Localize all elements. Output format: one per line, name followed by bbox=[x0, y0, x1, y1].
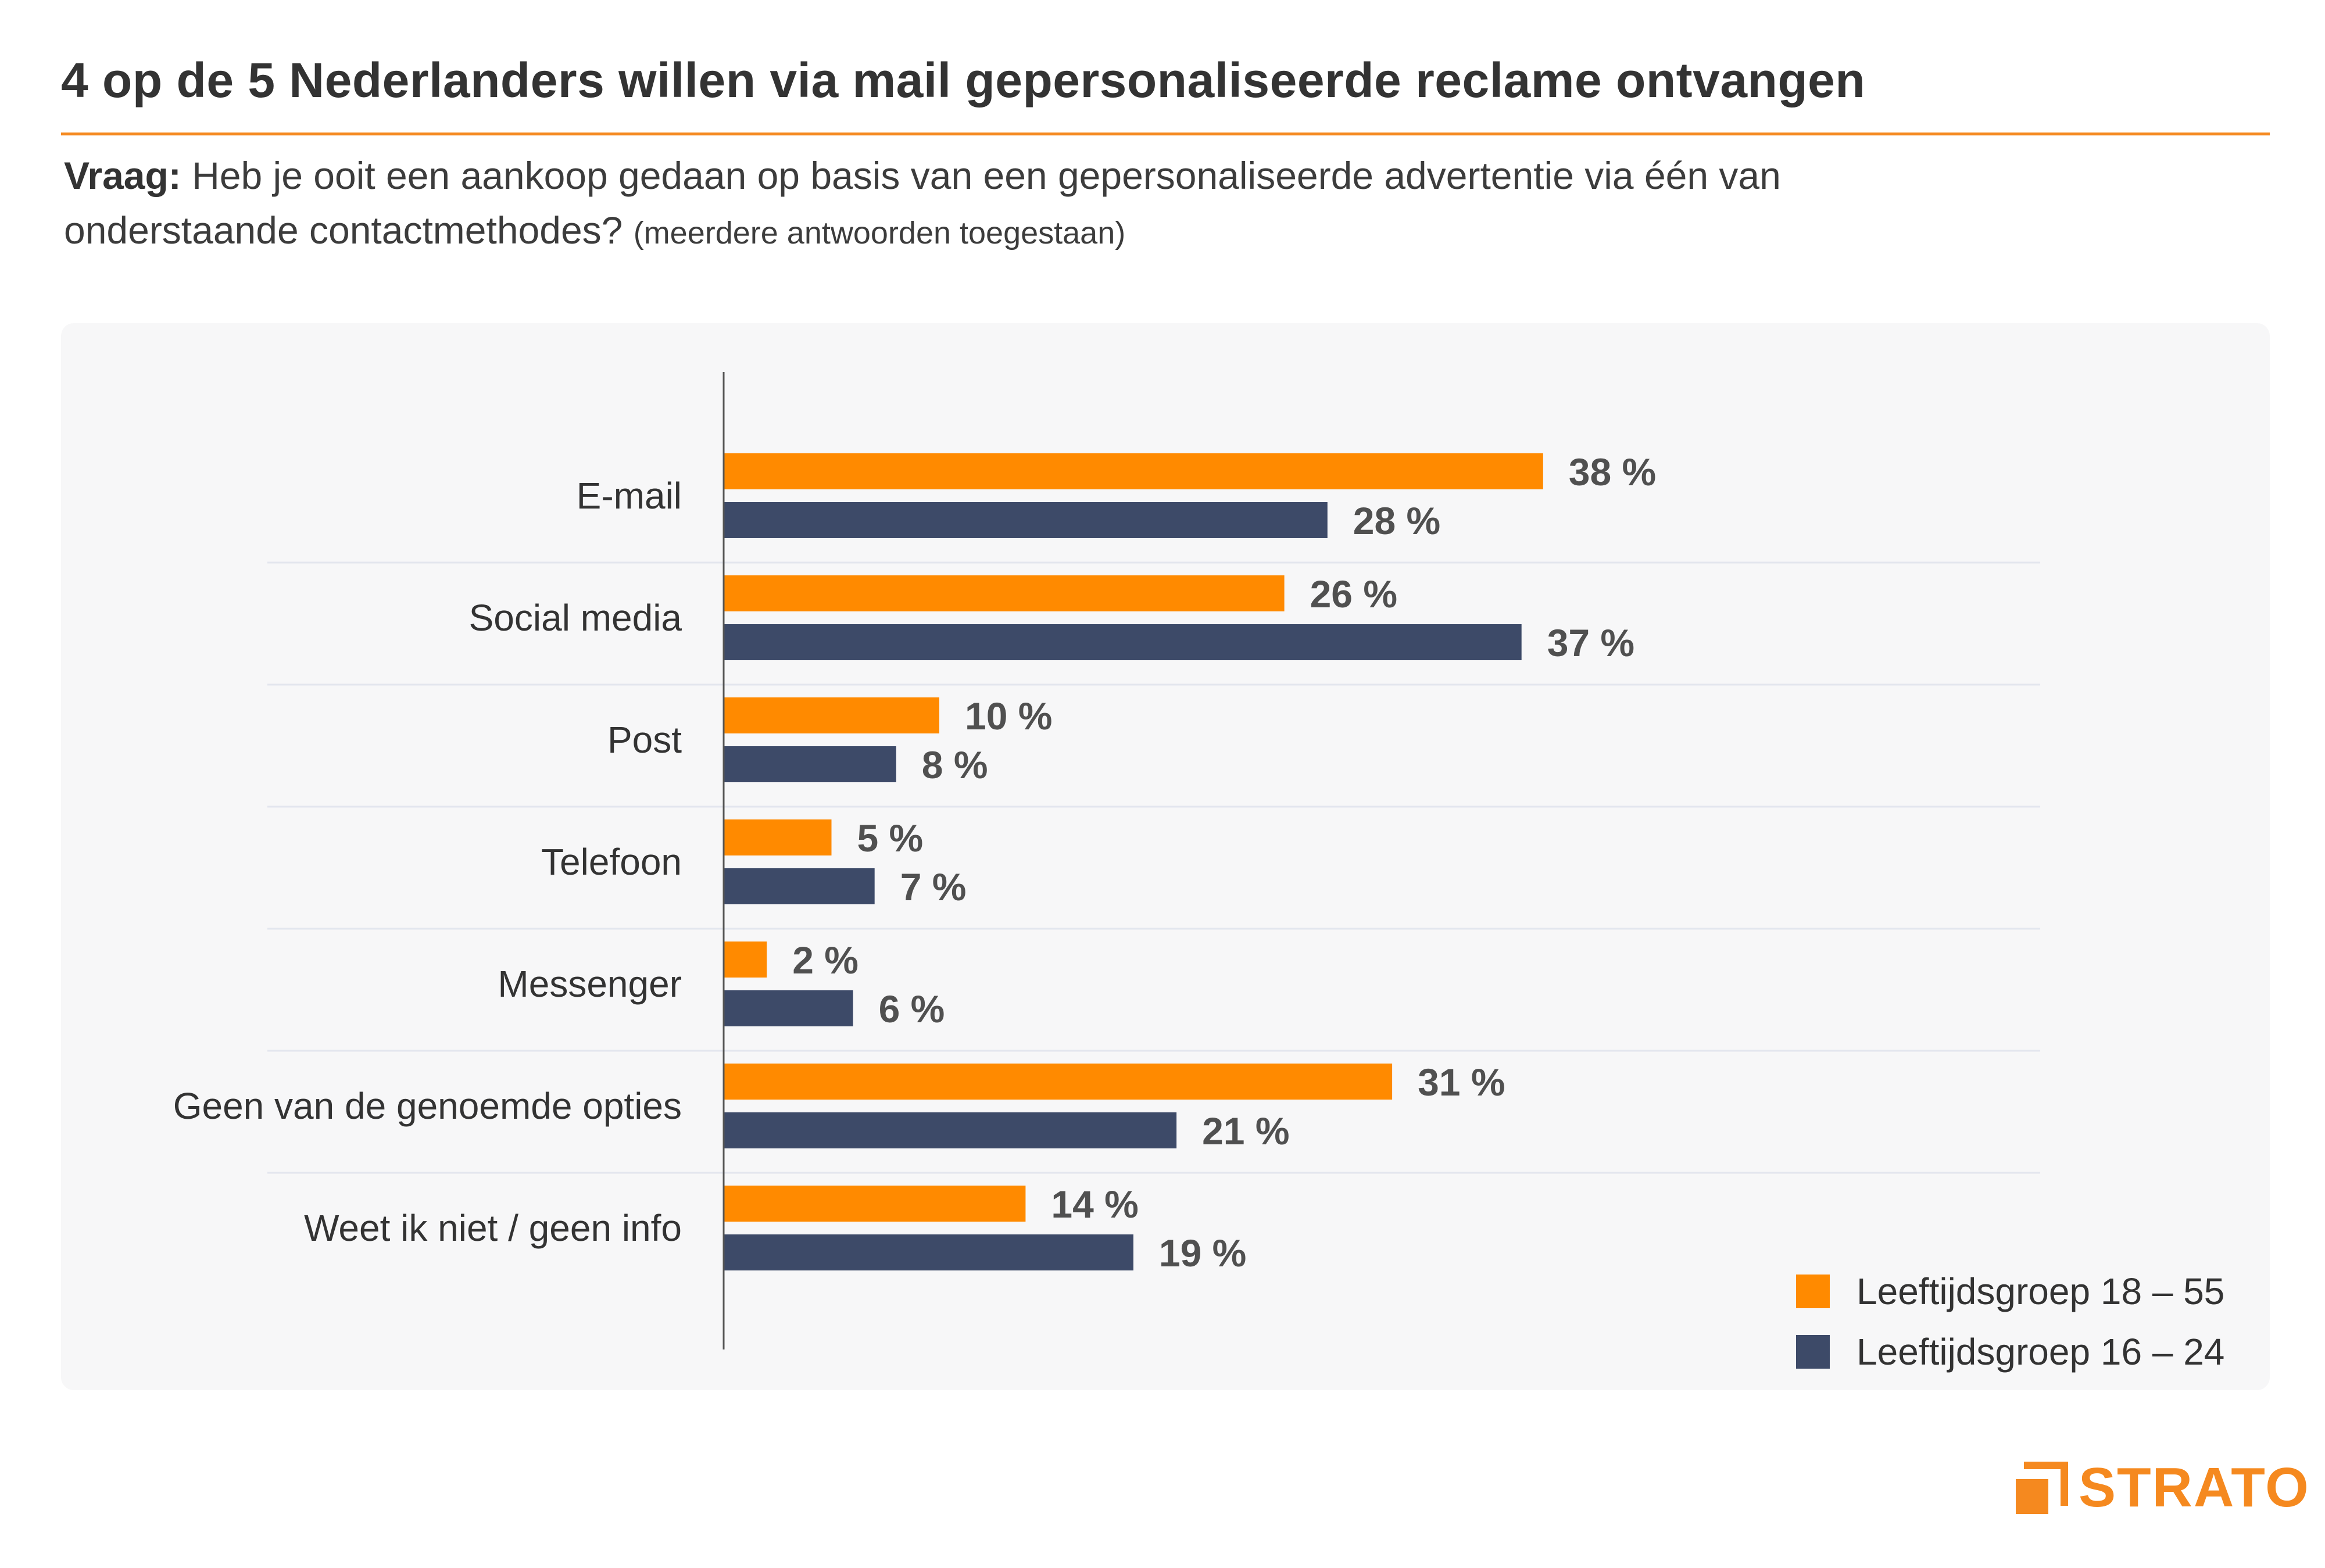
data-label: 26 % bbox=[1310, 572, 1397, 615]
category-label: Social media bbox=[469, 597, 682, 639]
data-label: 28 % bbox=[1353, 499, 1440, 542]
bar bbox=[724, 575, 1285, 611]
strato-logo: STRATO bbox=[2016, 1456, 2310, 1520]
category-label: E-mail bbox=[577, 475, 682, 517]
data-label: 7 % bbox=[900, 865, 967, 908]
strato-logo-icon bbox=[2016, 1462, 2068, 1514]
brand-name: STRATO bbox=[2079, 1456, 2310, 1519]
category-label: Messenger bbox=[498, 963, 682, 1005]
chart-panel bbox=[61, 323, 2270, 1390]
question-text: Heb je ooit een aankoop gedaan op basis … bbox=[64, 154, 1781, 252]
data-label: 19 % bbox=[1159, 1232, 1246, 1275]
bar bbox=[724, 941, 767, 978]
bar bbox=[724, 1186, 1026, 1222]
category-label: Weet ik niet / geen info bbox=[304, 1207, 682, 1249]
question: Vraag: Heb je ooit een aankoop gedaan op… bbox=[64, 148, 1924, 260]
title-divider bbox=[61, 133, 2270, 135]
bar bbox=[724, 1112, 1177, 1148]
bar bbox=[724, 868, 875, 904]
question-note: (meerdere antwoorden toegestaan) bbox=[633, 216, 1126, 250]
bar bbox=[724, 746, 896, 782]
bar bbox=[724, 819, 832, 855]
data-label: 6 % bbox=[879, 987, 945, 1030]
legend-label: Leeftijdsgroep 18 – 55 bbox=[1857, 1270, 2225, 1312]
data-label: 38 % bbox=[1569, 450, 1656, 493]
category-label: Telefoon bbox=[541, 841, 682, 883]
bar bbox=[724, 624, 1522, 660]
data-label: 37 % bbox=[1547, 621, 1634, 664]
legend: Leeftijdsgroep 18 – 55 Leeftijdsgroep 16… bbox=[1796, 1261, 2224, 1382]
data-label: 14 % bbox=[1051, 1183, 1138, 1226]
bar bbox=[724, 697, 939, 733]
bar bbox=[724, 990, 853, 1026]
legend-item-18-55: Leeftijdsgroep 18 – 55 bbox=[1796, 1261, 2224, 1322]
chart-title: 4 op de 5 Nederlanders willen via mail g… bbox=[61, 53, 1866, 108]
legend-label: Leeftijdsgroep 16 – 24 bbox=[1857, 1331, 2225, 1373]
data-label: 5 % bbox=[857, 817, 924, 860]
data-label: 21 % bbox=[1202, 1109, 1289, 1152]
legend-swatch-navy bbox=[1796, 1335, 1830, 1369]
data-label: 10 % bbox=[965, 694, 1052, 738]
data-label: 31 % bbox=[1418, 1061, 1505, 1104]
legend-swatch-orange bbox=[1796, 1275, 1830, 1308]
bar bbox=[724, 1064, 1393, 1100]
data-label: 2 % bbox=[792, 939, 859, 982]
category-label: Geen van de genoemde opties bbox=[173, 1085, 682, 1127]
category-label: Post bbox=[607, 719, 682, 761]
legend-item-16-24: Leeftijdsgroep 16 – 24 bbox=[1796, 1322, 2224, 1382]
bar bbox=[724, 1234, 1133, 1270]
data-label: 8 % bbox=[922, 743, 988, 786]
question-label: Vraag: bbox=[64, 154, 181, 197]
bar bbox=[724, 453, 1543, 489]
bar bbox=[724, 502, 1328, 538]
